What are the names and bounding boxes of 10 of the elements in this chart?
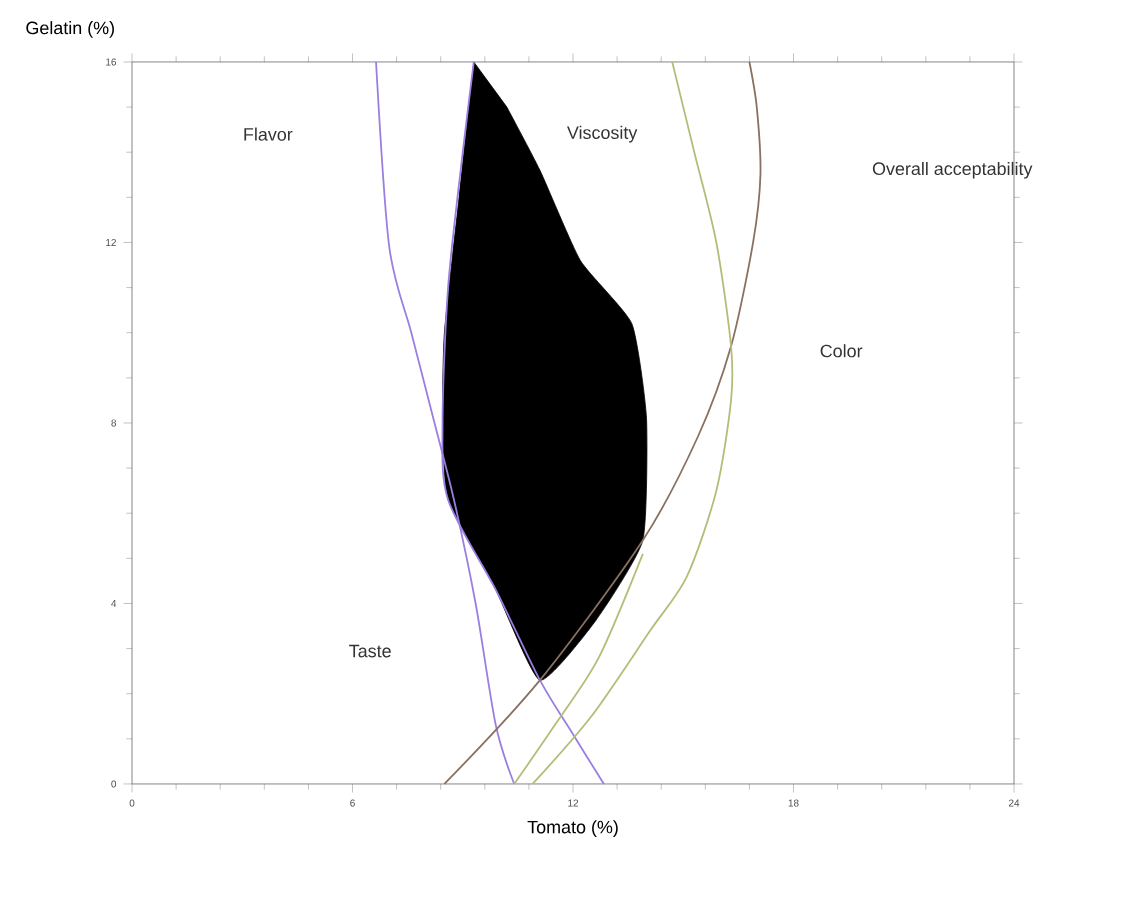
annotation: Color <box>820 344 863 358</box>
annotation: Viscosity <box>567 125 638 143</box>
line-series <box>531 61 734 785</box>
annotation: Flavor <box>244 127 293 141</box>
annotation: Overall acceptability <box>872 161 1033 179</box>
annotation: Taste <box>349 644 391 658</box>
line-series <box>443 61 762 785</box>
x-axis-title: Tomato (%) <box>527 820 618 837</box>
line-series <box>513 552 644 785</box>
y-axis-title: Gelatin (%) <box>26 21 114 38</box>
